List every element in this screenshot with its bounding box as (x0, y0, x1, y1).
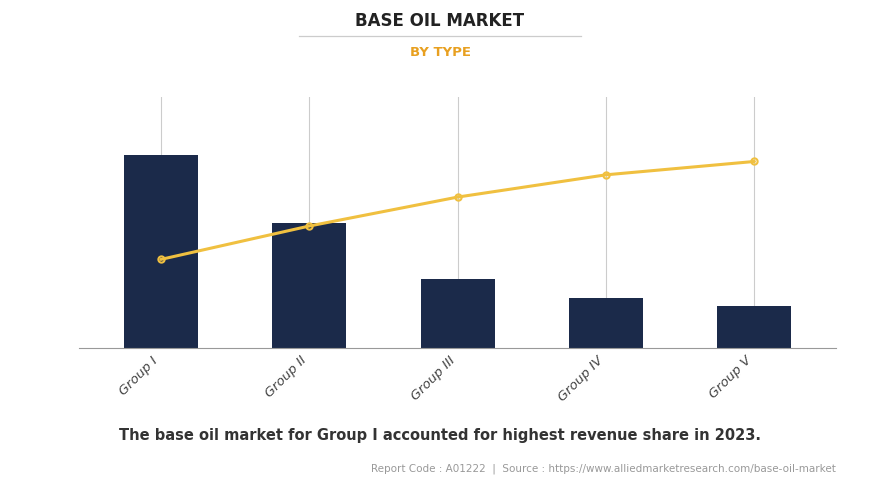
Text: Report Code : A01222  |  Source : https://www.alliedmarketresearch.com/base-oil-: Report Code : A01222 | Source : https://… (371, 464, 836, 474)
Text: BY TYPE: BY TYPE (409, 46, 471, 59)
Bar (568, 298, 643, 348)
Bar (421, 279, 495, 348)
Bar (124, 155, 198, 348)
Text: BASE OIL MARKET: BASE OIL MARKET (356, 12, 524, 30)
Bar (272, 223, 347, 348)
Text: The base oil market for Group I accounted for highest revenue share in 2023.: The base oil market for Group I accounte… (119, 428, 761, 443)
Bar (717, 306, 791, 348)
